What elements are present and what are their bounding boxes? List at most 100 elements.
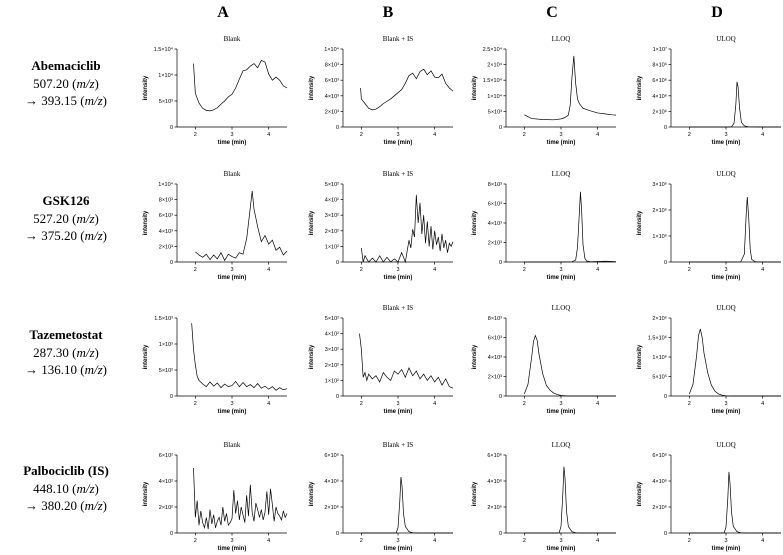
x-tick-label: 2	[523, 538, 526, 544]
chromatogram-panel: LLOQ 0 5×10³ 1×10⁴ 1.5×10⁴ 2×10⁴ 2.5×10⁴ 2 3 4 tim…	[472, 35, 617, 146]
y-tick-label: 2×10²	[325, 363, 339, 369]
y-tick-label: 4×10⁶	[487, 478, 502, 485]
y-axis-label: intensity	[637, 75, 643, 100]
y-tick-label: 5×10⁵	[652, 374, 667, 381]
chromatogram-panel: Blank + IS 0 2×10³ 4×10³ 6×10³ 8×10³ 1×10⁴ 2 3 4 t…	[309, 35, 454, 146]
y-tick-label: 2.5×10⁴	[483, 46, 503, 53]
y-axis-label: intensity	[637, 481, 643, 506]
x-tick-label: 4	[596, 132, 599, 138]
chromatogram-trace	[361, 477, 453, 534]
x-tick-label: 4	[433, 401, 436, 407]
y-tick-label: 4×10²	[325, 198, 339, 204]
x-tick-label: 3	[724, 538, 727, 544]
y-tick-label: 6×10³	[159, 213, 173, 219]
x-tick-label: 2	[360, 401, 363, 407]
compound-label: GSK126 527.20 (m/z) → 375.20 (m/z)	[25, 193, 107, 243]
y-tick-label: 0	[664, 394, 667, 400]
y-tick-label: 6×10²	[159, 453, 173, 459]
y-tick-label: 2×10³	[325, 109, 339, 115]
panel-title: ULOQ	[716, 441, 735, 449]
y-tick-label: 6×10⁶	[652, 452, 667, 459]
y-tick-label: 1×10⁶	[652, 354, 667, 361]
y-tick-label: 5×10³	[159, 99, 173, 105]
x-tick-label: 2	[523, 132, 526, 138]
x-tick-label: 2	[194, 132, 197, 138]
product-mz: → 136.10 (m/z)	[25, 362, 107, 377]
x-tick-label: 3	[559, 267, 562, 273]
compound-name: Abemaciclib	[31, 58, 100, 73]
chromatogram-trace	[689, 471, 781, 534]
y-axis-label: intensity	[143, 210, 149, 235]
chromatogram-panel: LLOQ 0 2×10³ 4×10³ 6×10³ 8×10³ 2 3 4 time (min) in…	[472, 170, 617, 281]
chromatogram-trace	[689, 81, 781, 128]
y-tick-label: 1×10⁷	[653, 46, 667, 53]
y-tick-label: 6×10³	[488, 202, 502, 208]
x-tick-label: 4	[267, 538, 270, 544]
chromatogram-panel: ULOQ 0 2×10⁶ 4×10⁶ 6×10⁶ 2 3 4 time (min) intensi…	[637, 441, 781, 552]
x-tick-label: 2	[194, 267, 197, 273]
x-tick-label: 4	[761, 538, 764, 544]
y-tick-label: 1×10³	[159, 342, 173, 348]
y-axis-label: intensity	[143, 344, 149, 369]
y-tick-label: 0	[170, 125, 173, 131]
y-tick-label: 1×10⁴	[487, 93, 502, 100]
chromatogram-trace	[524, 334, 616, 397]
y-axis-label: intensity	[309, 210, 315, 235]
y-tick-label: 0	[336, 125, 339, 131]
chromatogram-trace	[524, 191, 617, 263]
y-tick-label: 5×10²	[325, 316, 339, 322]
x-tick-label: 2	[688, 132, 691, 138]
chromatogram-trace	[689, 196, 781, 263]
y-tick-label: 2×10²	[325, 229, 339, 235]
y-tick-label: 0	[499, 125, 502, 131]
y-tick-label: 1×10²	[325, 244, 339, 250]
x-axis-label: time (min)	[384, 140, 413, 146]
compound-name: Palbociclib (IS)	[23, 463, 109, 478]
y-tick-label: 4×10³	[325, 94, 339, 100]
x-axis-label: time (min)	[547, 409, 576, 415]
y-axis-label: intensity	[143, 481, 149, 506]
x-tick-label: 2	[360, 132, 363, 138]
y-tick-label: 8×10³	[488, 182, 502, 188]
chromatogram-panel: ULOQ 0 5×10⁵ 1×10⁶ 1.5×10⁶ 2×10⁶ 2 3 4 time (min)…	[637, 304, 781, 415]
y-tick-label: 0	[664, 260, 667, 266]
y-tick-label: 2×10⁶	[652, 315, 667, 322]
y-tick-label: 4×10³	[488, 221, 502, 227]
x-tick-label: 3	[396, 132, 399, 138]
x-tick-label: 4	[433, 132, 436, 138]
x-tick-label: 3	[230, 132, 233, 138]
compound-label: Palbociclib (IS) 448.10 (m/z) → 380.20 (m/…	[23, 463, 109, 513]
x-tick-label: 3	[559, 132, 562, 138]
y-axis-label: intensity	[472, 481, 478, 506]
panel-title: ULOQ	[716, 170, 735, 178]
panel-title: Blank	[224, 170, 241, 178]
y-tick-label: 0	[336, 531, 339, 537]
panel-title: Blank + IS	[383, 170, 413, 178]
column-header-a: A	[217, 4, 229, 21]
x-tick-label: 4	[596, 401, 599, 407]
y-tick-label: 2×10⁶	[652, 504, 667, 511]
y-tick-label: 0	[170, 531, 173, 537]
x-tick-label: 2	[194, 401, 197, 407]
y-axis-label: intensity	[472, 75, 478, 100]
x-tick-label: 4	[267, 401, 270, 407]
y-tick-label: 2×10⁶	[652, 207, 667, 214]
chromatogram-panel: Blank 0 2×10³ 4×10³ 6×10³ 8×10³ 1×10⁴ 2 3 4 time (…	[143, 170, 288, 281]
chromatogram-trace	[193, 59, 288, 112]
y-tick-label: 2×10³	[488, 375, 502, 381]
precursor-mz: 448.10 (m/z)	[33, 481, 99, 496]
y-tick-label: 5×10²	[325, 182, 339, 188]
x-axis-label: time (min)	[547, 140, 576, 146]
y-tick-label: 3×10²	[325, 213, 339, 219]
x-tick-label: 2	[194, 538, 197, 544]
y-tick-label: 6×10⁶	[487, 452, 502, 459]
x-axis-label: time (min)	[712, 275, 741, 281]
y-tick-label: 1.5×10⁶	[648, 335, 667, 342]
x-tick-label: 2	[523, 401, 526, 407]
x-tick-label: 3	[724, 401, 727, 407]
x-tick-label: 3	[230, 267, 233, 273]
chromatogram-panel: ULOQ 0 1×10⁶ 2×10⁶ 3×10⁶ 2 3 4 time (min) intensi…	[637, 170, 781, 281]
panel-title: Blank + IS	[383, 441, 413, 449]
panel-title: ULOQ	[716, 35, 735, 43]
y-axis-label: intensity	[637, 210, 643, 235]
